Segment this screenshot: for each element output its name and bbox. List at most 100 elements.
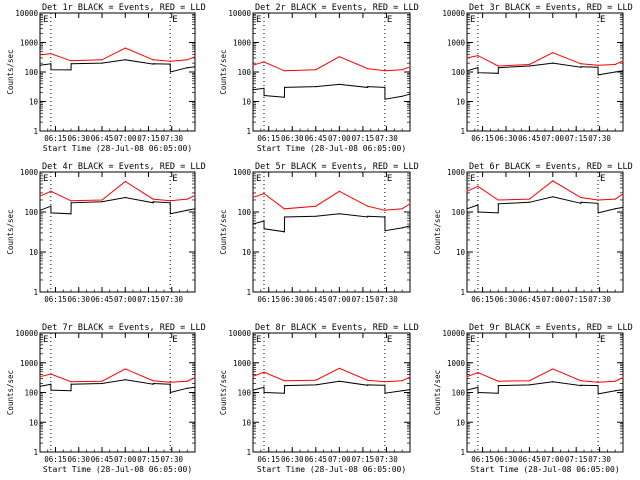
y-tick-label: 1 <box>460 127 465 136</box>
data-point-events <box>498 393 499 394</box>
data-point-events <box>315 384 316 385</box>
data-point-events <box>384 99 385 100</box>
data-point-lld <box>529 64 530 65</box>
series-line-events <box>467 382 623 394</box>
plot-frame <box>467 172 623 292</box>
chart-panel-7: Det 7r BLACK = Events, RED = LLD 1 10 100 10… <box>6 323 206 474</box>
data-point-events <box>101 383 102 384</box>
chart-panel-9: Det 9r BLACK = Events, RED = LLD 1 10 100 10… <box>433 323 633 474</box>
data-point-lld <box>477 55 478 56</box>
data-point-lld <box>284 70 285 71</box>
x-tick-label: 07:15 <box>565 295 588 304</box>
x-tick-label: 06:45 <box>518 295 541 304</box>
data-point-events <box>264 95 265 96</box>
data-point-lld <box>622 194 623 195</box>
x-tick-label: 07:00 <box>542 295 565 304</box>
data-point-events <box>477 72 478 73</box>
data-point-events <box>170 64 171 65</box>
data-point-events <box>498 73 499 74</box>
x-tick-label: 06:15 <box>257 134 280 143</box>
data-point-lld <box>409 203 410 204</box>
y-tick-label: 1 <box>33 448 38 457</box>
series-line-events <box>40 380 195 393</box>
data-point-events <box>580 66 581 67</box>
y-tick-label: 1 <box>460 448 465 457</box>
y-tick-label: 1 <box>460 288 465 297</box>
data-point-events <box>477 67 478 68</box>
data-point-events <box>622 389 623 390</box>
chart-title: Det 3r BLACK = Events, RED = LLD <box>469 3 633 13</box>
event-marker-label: E <box>256 174 261 184</box>
data-point-events <box>339 213 340 214</box>
data-point-lld <box>252 376 253 377</box>
x-tick-label: 07:15 <box>352 134 375 143</box>
x-tick-label: 07:30 <box>160 455 183 464</box>
data-point-lld <box>284 380 285 381</box>
y-tick-label: 1000 <box>20 168 39 177</box>
series-line-lld <box>40 369 195 382</box>
data-point-events <box>597 67 598 68</box>
data-point-lld <box>170 382 171 383</box>
data-point-lld <box>552 180 553 181</box>
y-tick-label: 10000 <box>228 9 251 18</box>
data-point-lld <box>402 208 403 209</box>
y-axis-label: Counts/sec <box>433 370 442 415</box>
data-point-events <box>153 63 154 64</box>
y-axis-label: Counts/sec <box>6 209 15 254</box>
x-tick-label: 06:30 <box>495 295 518 304</box>
data-point-events <box>498 385 499 386</box>
data-point-events <box>384 385 385 386</box>
event-marker-label: E <box>387 335 392 345</box>
data-point-lld <box>529 380 530 381</box>
data-point-events <box>194 387 195 388</box>
chart-title: Det 7r BLACK = Events, RED = LLD <box>42 323 206 333</box>
x-tick-label: 06:45 <box>91 455 114 464</box>
x-tick-label: 07:00 <box>114 455 137 464</box>
data-point-lld <box>466 191 467 192</box>
data-point-events <box>284 393 285 394</box>
y-tick-label: 1000 <box>447 359 466 368</box>
data-point-lld <box>580 197 581 198</box>
data-point-events <box>598 212 599 213</box>
data-point-lld <box>477 186 478 187</box>
x-tick-label: 07:00 <box>114 134 137 143</box>
data-point-lld <box>125 181 126 182</box>
y-tick-label: 10 <box>29 98 39 107</box>
data-point-lld <box>284 208 285 209</box>
data-point-lld <box>194 377 195 378</box>
x-tick-label: 07:00 <box>114 295 137 304</box>
y-tick-label: 10000 <box>15 329 38 338</box>
data-point-events <box>252 390 253 391</box>
x-tick-label: 07:15 <box>565 455 588 464</box>
event-marker-label: E <box>600 335 605 345</box>
data-point-events <box>402 227 403 228</box>
data-point-events <box>50 63 51 64</box>
data-point-lld <box>70 60 71 61</box>
data-point-events <box>580 202 581 203</box>
data-point-events <box>615 208 616 209</box>
data-point-lld <box>409 376 410 377</box>
x-tick-label: 07:30 <box>588 455 611 464</box>
data-point-lld <box>50 373 51 374</box>
data-point-lld <box>315 69 316 70</box>
data-point-events <box>315 86 316 87</box>
data-point-events <box>284 216 285 217</box>
y-tick-label: 10 <box>456 248 466 257</box>
data-point-lld <box>615 64 616 65</box>
y-tick-label: 10000 <box>442 329 465 338</box>
data-point-events <box>615 390 616 391</box>
chart-title: Det 1r BLACK = Events, RED = LLD <box>42 3 206 13</box>
series-line-events <box>253 84 410 99</box>
data-point-events <box>70 390 71 391</box>
data-point-lld <box>125 368 126 369</box>
event-marker-label: E <box>470 15 475 25</box>
y-tick-label: 10000 <box>15 9 38 18</box>
data-point-events <box>498 212 499 213</box>
data-point-lld <box>529 199 530 200</box>
data-point-events <box>284 97 285 98</box>
x-axis-label: Start Time (28-Jul-08 06:05:00) <box>43 465 192 474</box>
y-tick-label: 1 <box>33 288 38 297</box>
x-tick-label: 07:15 <box>565 134 588 143</box>
data-point-events <box>187 67 188 68</box>
data-point-lld <box>263 193 264 194</box>
